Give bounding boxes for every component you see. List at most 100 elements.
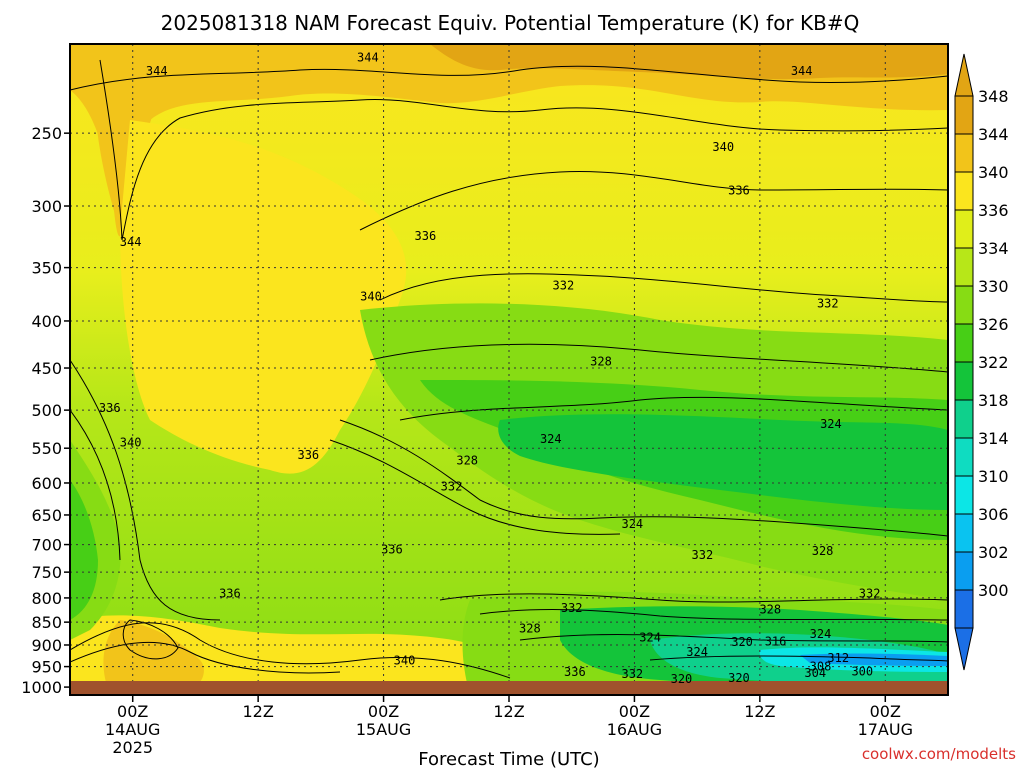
y-tick-label: 650 xyxy=(31,506,62,525)
contour-label: 340 xyxy=(120,436,142,450)
y-tick-label: 400 xyxy=(31,312,62,331)
contour-label: 312 xyxy=(827,651,849,665)
contour-label-group: 336 xyxy=(99,401,121,415)
contour-label: 336 xyxy=(381,542,403,556)
colorbar-swatch xyxy=(954,513,974,553)
contour-label-group: 344 xyxy=(357,51,379,65)
contour-label-group: 344 xyxy=(791,64,813,78)
y-tick-label: 700 xyxy=(31,536,62,555)
contour-label-group: 328 xyxy=(590,355,612,369)
colorbar-swatch xyxy=(954,589,974,629)
y-tick-label: 950 xyxy=(31,658,62,677)
credit-label: coolwx.com/modelts xyxy=(862,745,1016,763)
region-344-lower xyxy=(103,620,204,695)
contour-label-group: 332 xyxy=(692,548,714,562)
contour-label: 340 xyxy=(394,653,416,667)
contour-label: 324 xyxy=(639,631,661,645)
colorbar-swatch xyxy=(954,285,974,325)
contour-label: 328 xyxy=(759,603,781,617)
y-tick-label: 1000 xyxy=(21,678,62,697)
colorbar-label: 306 xyxy=(978,505,1009,524)
region-302-lowright xyxy=(800,653,948,666)
colorbar-label: 340 xyxy=(978,163,1009,182)
contour-label-group: 332 xyxy=(621,667,643,681)
contour-label: 344 xyxy=(146,64,168,78)
colorbar-label: 300 xyxy=(978,581,1009,600)
y-tick-label: 900 xyxy=(31,636,62,655)
region-344-top xyxy=(70,44,948,230)
contour-label-group: 336 xyxy=(219,586,241,600)
x-tick-label: 12Z xyxy=(493,702,524,721)
contour-label-group: 304 xyxy=(804,666,826,680)
contour-label-group: 324 xyxy=(810,627,832,641)
ground-strip xyxy=(70,681,948,695)
x-tick-label: 00Z xyxy=(117,702,148,721)
region-348-top xyxy=(430,44,948,80)
colorbar: 348 344 340 336 334 330 326 322 318 314 310 306 302 3… xyxy=(954,53,1009,671)
contour-label-group: 340 xyxy=(120,436,142,450)
contour-label-group: 316 xyxy=(765,635,787,649)
contour-label-group: 336 xyxy=(297,448,319,462)
contour-line xyxy=(70,65,948,91)
colorbar-extend-top xyxy=(954,53,974,97)
contour-line xyxy=(99,59,948,241)
contour-label: 332 xyxy=(561,601,583,615)
contour-label: 324 xyxy=(820,417,842,431)
contour-label-group: 328 xyxy=(519,622,541,636)
contour-label: 328 xyxy=(812,544,834,558)
contour-label: 336 xyxy=(219,586,241,600)
contour-label: 328 xyxy=(519,622,541,636)
contour-line xyxy=(122,619,179,660)
x-tick-label: 00Z xyxy=(870,702,901,721)
contour-label-group: 340 xyxy=(394,653,416,667)
colorbar-swatch xyxy=(954,133,974,173)
contour-label-group: 324 xyxy=(639,631,661,645)
contour-label: 320 xyxy=(671,672,693,686)
contour-label: 308 xyxy=(810,660,832,674)
contour-label: 340 xyxy=(712,140,734,154)
contour-label: 336 xyxy=(297,448,319,462)
colorbar-label: 302 xyxy=(978,543,1009,562)
x-tick-label: 12Z xyxy=(242,702,273,721)
x-tick-label: 00Z xyxy=(619,702,650,721)
x-tick-year: 2025 xyxy=(112,738,153,757)
colorbar-label: 330 xyxy=(978,277,1009,296)
contour-line xyxy=(329,439,621,535)
contour-label-group: 324 xyxy=(621,517,643,531)
contour-label-group: 336 xyxy=(415,229,437,243)
contour-label: 300 xyxy=(851,665,873,679)
grid-lines xyxy=(70,44,948,695)
contour-label-group: 344 xyxy=(120,235,142,249)
contour-line xyxy=(369,343,948,373)
colorbar-label: 336 xyxy=(978,201,1009,220)
x-tick-label: 00Z xyxy=(368,702,399,721)
plot-area: 344 344 344 344 340 336 336 332 332 340 328 336 340 3… xyxy=(70,44,948,695)
contour-label-group: 328 xyxy=(812,544,834,558)
contour-line xyxy=(339,419,948,537)
y-tick-label: 800 xyxy=(31,589,62,608)
colorbar-swatch xyxy=(954,437,974,477)
region-344-left xyxy=(70,44,170,237)
contour-label-group: 336 xyxy=(728,183,750,197)
contour-label-group: 324 xyxy=(686,645,708,659)
region-322-mid xyxy=(498,414,948,510)
contour-label-group: 312 xyxy=(827,651,849,665)
contour-label: 324 xyxy=(686,645,708,659)
colorbar-label: 348 xyxy=(978,87,1009,106)
contour-label: 344 xyxy=(357,51,379,65)
contour-label-group: 324 xyxy=(540,432,562,446)
y-tick-label: 600 xyxy=(31,474,62,493)
contour-label-group: 332 xyxy=(561,601,583,615)
y-tick-label: 750 xyxy=(31,563,62,582)
contour-lines xyxy=(70,59,948,679)
contour-label: 328 xyxy=(590,355,612,369)
colorbar-label: 310 xyxy=(978,467,1009,486)
contour-label: 332 xyxy=(817,297,839,311)
contour-label-group: 340 xyxy=(360,289,382,303)
x-tick-date: 14AUG xyxy=(105,720,160,739)
contour-label-group: 328 xyxy=(456,453,478,467)
contour-label: 324 xyxy=(810,627,832,641)
contour-label: 332 xyxy=(441,479,463,493)
